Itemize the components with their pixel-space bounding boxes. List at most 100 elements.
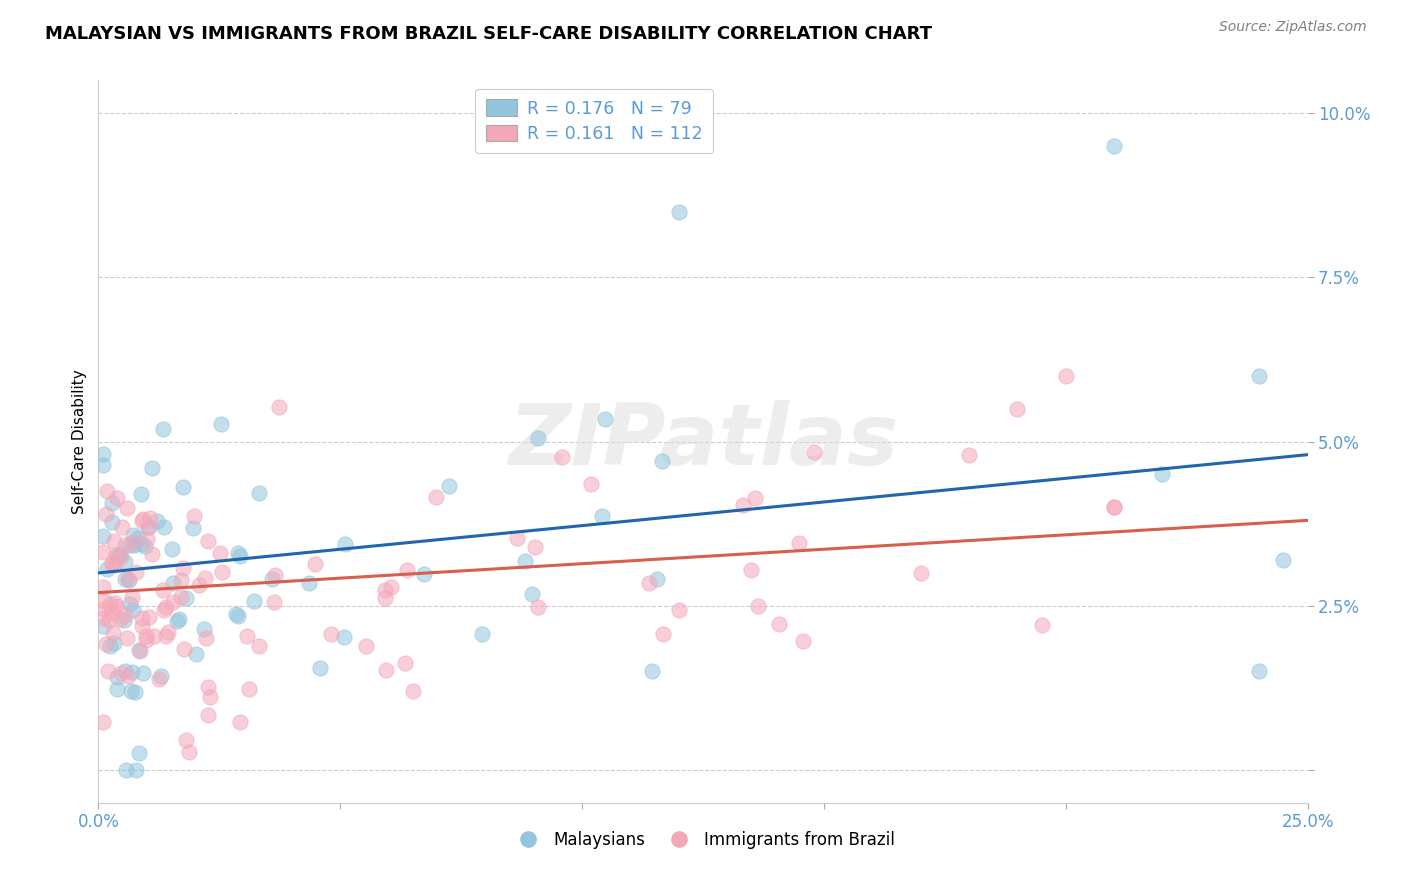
Point <box>93 594 115 608</box>
Point <box>197 680 219 694</box>
Point <box>229 714 252 729</box>
Point <box>641 664 664 678</box>
Point <box>380 580 402 594</box>
Point <box>226 609 249 624</box>
Y-axis label: Self-Care Disability: Self-Care Disability <box>72 369 87 514</box>
Point <box>100 515 122 529</box>
Text: ZIPatlas: ZIPatlas <box>508 400 898 483</box>
Point <box>131 514 153 528</box>
Point <box>132 665 155 680</box>
Point <box>167 612 190 626</box>
Point <box>319 627 342 641</box>
Point <box>264 567 287 582</box>
Point <box>1102 500 1125 515</box>
Point <box>263 595 285 609</box>
Point <box>1102 500 1125 515</box>
Point <box>156 625 179 640</box>
Point <box>125 763 148 777</box>
Point <box>149 669 172 683</box>
Point <box>101 557 124 571</box>
Point <box>242 594 264 608</box>
Point <box>581 477 603 491</box>
Point <box>1249 665 1271 679</box>
Point <box>235 629 257 643</box>
Point <box>1031 618 1053 632</box>
Point <box>108 612 131 626</box>
Point <box>98 597 121 611</box>
Point <box>803 444 825 458</box>
Point <box>523 540 546 554</box>
Point <box>179 745 201 759</box>
Point <box>160 542 183 557</box>
Point <box>139 511 162 525</box>
Point <box>309 661 332 675</box>
Point <box>155 600 177 615</box>
Point <box>188 578 211 592</box>
Point <box>744 491 766 506</box>
Point <box>125 566 148 580</box>
Point <box>114 664 136 678</box>
Point <box>97 613 120 627</box>
Point <box>1054 368 1077 383</box>
Point <box>172 560 194 574</box>
Point <box>173 642 195 657</box>
Point <box>526 599 548 614</box>
Point <box>225 607 247 621</box>
Point <box>153 519 176 533</box>
Point <box>114 608 136 623</box>
Point <box>138 520 160 534</box>
Point <box>91 529 114 543</box>
Point <box>91 545 114 559</box>
Point <box>146 514 169 528</box>
Point <box>132 512 155 526</box>
Point <box>98 640 121 654</box>
Point <box>117 631 139 645</box>
Point <box>103 636 125 650</box>
Point <box>115 501 138 516</box>
Point <box>957 448 980 462</box>
Point <box>166 614 188 628</box>
Point <box>114 538 136 552</box>
Point <box>117 572 139 586</box>
Point <box>122 603 145 617</box>
Point <box>128 746 150 760</box>
Point <box>91 580 114 594</box>
Text: MALAYSIAN VS IMMIGRANTS FROM BRAZIL SELF-CARE DISABILITY CORRELATION CHART: MALAYSIAN VS IMMIGRANTS FROM BRAZIL SELF… <box>45 25 932 43</box>
Point <box>131 619 153 633</box>
Point <box>229 549 252 563</box>
Point <box>162 595 184 609</box>
Point <box>118 538 141 552</box>
Point <box>122 528 145 542</box>
Point <box>101 625 124 640</box>
Point <box>197 708 219 723</box>
Point <box>170 590 193 604</box>
Point <box>193 622 215 636</box>
Point <box>131 487 153 501</box>
Point <box>768 616 790 631</box>
Point <box>298 576 321 591</box>
Point <box>198 690 221 705</box>
Point <box>138 610 160 624</box>
Point <box>104 558 127 572</box>
Point <box>374 663 396 677</box>
Point <box>91 447 114 461</box>
Point <box>152 422 174 436</box>
Point <box>394 656 416 670</box>
Point <box>155 629 177 643</box>
Point <box>121 665 143 679</box>
Text: Source: ZipAtlas.com: Source: ZipAtlas.com <box>1219 20 1367 34</box>
Point <box>120 597 142 611</box>
Point <box>162 575 184 590</box>
Point <box>100 607 122 621</box>
Point <box>121 591 143 605</box>
Point <box>787 536 810 550</box>
Point <box>651 454 673 468</box>
Point <box>91 610 114 624</box>
Point <box>183 508 205 523</box>
Point <box>194 570 217 584</box>
Point <box>103 533 125 548</box>
Point <box>174 591 197 606</box>
Point <box>638 576 661 591</box>
Point <box>195 631 218 645</box>
Point <box>262 572 284 586</box>
